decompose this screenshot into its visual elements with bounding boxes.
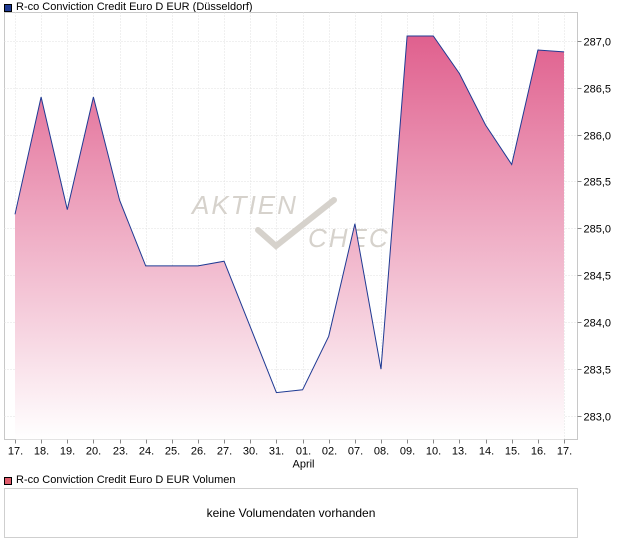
watermark: AKTIEN CHECK [190,190,407,253]
x-tick-label: 23. [113,446,128,458]
y-tick-label: 284,5 [584,271,612,283]
price-legend: R-co Conviction Credit Euro D EUR (Düsse… [4,1,253,14]
x-tick-label: 20. [86,446,101,458]
y-axis-ticks: 283,0 283,5 284,0 284,5 285,0 285,5 286,0 286,5… [577,37,612,424]
x-axis-ticks: 17. 18. 19. 20. 23. 24. 25. 26. 27. 30. 31. 01.Apri… [8,439,572,471]
y-tick-label: 286,5 [584,84,612,96]
x-tick-label: 24. [139,446,154,458]
x-tick-label: 16. [531,446,546,458]
watermark-line1: AKTIEN [190,190,298,220]
x-sublabel: April [292,459,314,471]
x-tick-label: 17. [557,446,572,458]
x-tick-label: 31. [269,446,284,458]
watermark-check-icon [255,197,337,250]
x-tick-label: 30. [243,446,258,458]
y-tick-label: 283,0 [584,412,612,424]
y-tick-label: 285,0 [584,224,612,236]
x-tick-label: 01. [296,446,311,458]
price-line [14,35,565,394]
volume-legend: R-co Conviction Credit Euro D EUR Volume… [4,474,235,487]
x-tick-label: 19. [60,446,75,458]
price-area [15,36,564,440]
x-tick-label: 18. [34,446,49,458]
y-tick-label: 285,5 [584,177,612,189]
volume-message: keine Volumendaten vorhanden [206,506,376,520]
y-tick-label: 286,0 [584,131,612,143]
x-tick-label: 27. [217,446,232,458]
x-tick-label: 14. [479,446,494,458]
x-tick-label: 26. [191,446,206,458]
price-chart: AKTIEN CHECK 283,0283,5284,0284,5285,028… [4,12,612,471]
y-tick-label: 287,0 [584,37,612,49]
volume-legend-swatch [4,476,12,485]
x-tick-label: 10. [426,446,441,458]
x-tick-label: 17. [8,446,23,458]
x-tick-label: 09. [400,446,415,458]
y-tick-label: 284,0 [584,318,612,330]
x-tick-label: 08. [374,446,389,458]
x-tick-label: 15. [505,446,520,458]
y-tick-label: 283,5 [584,365,612,377]
x-tick-label: 02. [322,446,337,458]
x-tick-label: 07. [348,446,363,458]
x-tick-label: 25. [165,446,180,458]
volume-legend-label: R-co Conviction Credit Euro D EUR Volume… [16,474,236,486]
x-tick-label: 13. [452,446,467,458]
price-legend-swatch [4,3,12,12]
price-legend-label: R-co Conviction Credit Euro D EUR (Düsse… [16,1,253,13]
volume-panel: keine Volumendaten vorhanden [4,488,578,538]
